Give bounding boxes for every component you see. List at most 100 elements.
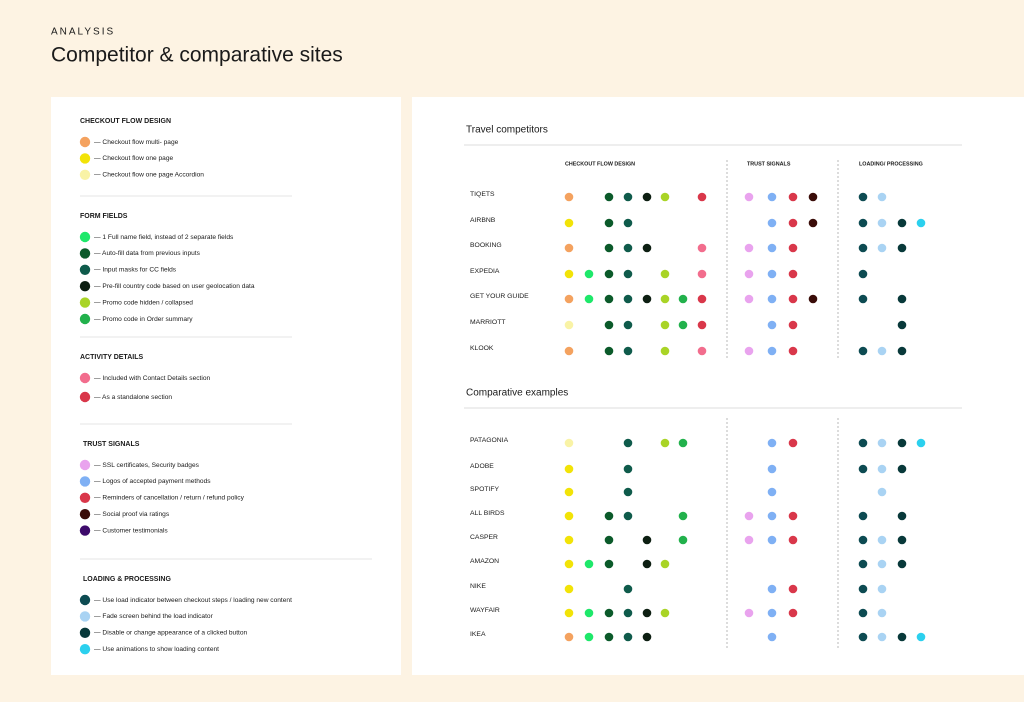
feature-dot — [858, 192, 868, 202]
matrix-panel — [412, 97, 1024, 675]
feature-dot — [678, 320, 688, 330]
feature-dot — [877, 535, 887, 545]
feature-dot — [584, 608, 594, 618]
feature-dot — [858, 243, 868, 253]
feature-dot — [678, 511, 688, 521]
page-title: Competitor & comparative sites — [51, 44, 343, 67]
feature-dot — [767, 584, 777, 594]
feature-dot — [767, 320, 777, 330]
feature-dot — [808, 218, 818, 228]
legend-dot — [79, 476, 91, 487]
feature-dot — [564, 632, 574, 642]
feature-dot — [678, 535, 688, 545]
legend-dot — [79, 136, 91, 148]
site-name: KLOOK — [470, 345, 494, 352]
feature-dot — [744, 243, 754, 253]
legend-heading: FORM FIELDS — [80, 213, 128, 220]
feature-dot — [642, 559, 652, 569]
legend-heading: CHECKOUT FLOW DESIGN — [80, 118, 171, 125]
column-heading: LOADING/ PROCESSING — [859, 161, 923, 167]
feature-dot — [642, 535, 652, 545]
feature-dot — [897, 632, 907, 642]
feature-dot — [604, 511, 614, 521]
legend-dot — [79, 372, 91, 384]
feature-dot — [788, 346, 798, 356]
legend-dot — [79, 492, 91, 503]
site-name: SPOTIFY — [470, 486, 500, 493]
feature-dot — [623, 192, 633, 202]
feature-dot — [604, 218, 614, 228]
feature-dot — [858, 511, 868, 521]
feature-dot — [788, 294, 798, 304]
feature-dot — [808, 192, 818, 202]
feature-dot — [564, 218, 574, 228]
feature-dot — [584, 632, 594, 642]
legend-label: — Fade screen behind the load indicator — [94, 613, 214, 620]
feature-dot — [660, 320, 670, 330]
legend-dot — [79, 281, 91, 292]
feature-dot — [697, 192, 707, 202]
feature-dot — [767, 243, 777, 253]
feature-dot — [744, 511, 754, 521]
feature-dot — [564, 294, 574, 304]
legend-label: — Included with Contact Details section — [94, 375, 211, 382]
feature-dot — [897, 243, 907, 253]
feature-dot — [897, 346, 907, 356]
feature-dot — [916, 632, 926, 642]
feature-dot — [697, 346, 707, 356]
feature-dot — [767, 438, 777, 448]
feature-dot — [744, 269, 754, 279]
feature-dot — [788, 269, 798, 279]
feature-dot — [584, 559, 594, 569]
legend-label: — Checkout flow one page Accordion — [94, 172, 204, 179]
feature-dot — [564, 487, 574, 497]
feature-dot — [678, 438, 688, 448]
legend-label: — Use load indicator between checkout st… — [94, 597, 292, 604]
feature-dot — [642, 632, 652, 642]
feature-dot — [660, 559, 670, 569]
site-name: GET YOUR GUIDE — [470, 293, 529, 300]
feature-dot — [788, 320, 798, 330]
feature-dot — [623, 584, 633, 594]
site-name: ADOBE — [470, 463, 494, 470]
feature-dot — [877, 487, 887, 497]
feature-dot — [858, 559, 868, 569]
feature-dot — [897, 218, 907, 228]
legend-label: — As a standalone section — [94, 394, 172, 401]
feature-dot — [660, 438, 670, 448]
feature-dot — [744, 346, 754, 356]
feature-dot — [897, 464, 907, 474]
feature-dot — [897, 559, 907, 569]
feature-dot — [744, 608, 754, 618]
feature-dot — [564, 511, 574, 521]
feature-dot — [564, 269, 574, 279]
feature-dot — [642, 608, 652, 618]
feature-dot — [604, 320, 614, 330]
legend-label: — SSL certificates, Security badges — [94, 462, 200, 469]
feature-dot — [642, 243, 652, 253]
column-heading: TRUST SIGNALS — [747, 161, 791, 167]
legend-dot — [79, 525, 91, 536]
feature-dot — [660, 608, 670, 618]
feature-dot — [767, 608, 777, 618]
site-name: PATAGONIA — [470, 437, 509, 444]
feature-dot — [604, 269, 614, 279]
feature-dot — [897, 511, 907, 521]
site-name: ALL BIRDS — [470, 510, 505, 517]
feature-dot — [788, 438, 798, 448]
feature-dot — [767, 192, 777, 202]
feature-dot — [858, 218, 868, 228]
legend-label: — Social proof via ratings — [94, 511, 170, 518]
legend-heading: ACTIVITY DETAILS — [80, 354, 143, 361]
feature-dot — [744, 192, 754, 202]
feature-dot — [623, 608, 633, 618]
feature-dot — [788, 584, 798, 594]
legend-label: — Input masks for CC fields — [94, 267, 177, 274]
feature-dot — [788, 535, 798, 545]
feature-dot — [623, 632, 633, 642]
legend-label: — Promo code in Order summary — [94, 316, 193, 323]
legend-heading: TRUST SIGNALS — [83, 441, 140, 448]
feature-dot — [877, 218, 887, 228]
feature-dot — [897, 438, 907, 448]
feature-dot — [604, 608, 614, 618]
